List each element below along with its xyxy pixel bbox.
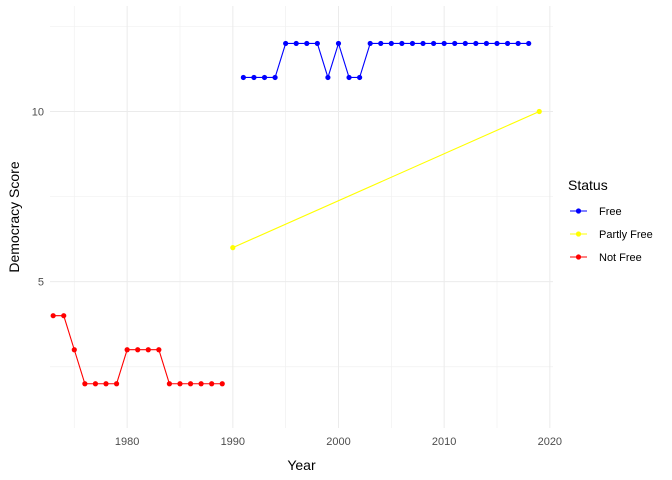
data-point-free [251, 74, 257, 81]
data-point-free [367, 40, 373, 47]
data-point-not-free [71, 347, 77, 353]
legend-label: Free [599, 206, 622, 218]
data-point-not-free [145, 347, 151, 353]
data-point-not-free [187, 381, 194, 387]
series-not-free [50, 313, 225, 387]
data-point-free [483, 40, 490, 47]
data-point-free [261, 74, 268, 81]
series-line-partly-free [232, 110, 540, 249]
x-tick-label: 2020 [538, 436, 562, 448]
data-point-free [304, 40, 310, 47]
data-point-free [526, 40, 532, 47]
series-partly-free [230, 108, 542, 251]
data-point-not-free [219, 381, 225, 387]
data-point-not-free [177, 381, 183, 387]
legend-key-point [575, 231, 582, 237]
data-point-not-free [92, 381, 99, 387]
legend-label: Not Free [599, 252, 642, 264]
data-point-free [335, 40, 342, 47]
data-point-free [504, 40, 511, 47]
data-point-free [357, 74, 363, 81]
legend-item-free: Free [570, 206, 622, 218]
legend-key-point [575, 254, 582, 260]
data-point-free [462, 40, 468, 47]
data-point-free [473, 40, 479, 47]
legend: Status Free Partly Free Not Free [568, 177, 653, 264]
data-point-partly-free [230, 245, 236, 251]
data-point-free [409, 40, 416, 47]
data-point-partly-free [536, 108, 542, 115]
data-point-free [293, 40, 299, 47]
data-point-free [452, 40, 458, 47]
data-point-free [378, 40, 384, 47]
y-axis-ticks: 5 10 [32, 107, 44, 289]
data-point-free [494, 40, 500, 47]
data-point-free [515, 40, 521, 47]
legend-key-point [575, 208, 582, 214]
series-layer [50, 40, 542, 387]
data-point-not-free [103, 381, 109, 387]
data-point-not-free [124, 347, 130, 353]
data-point-free [399, 40, 405, 47]
data-point-not-free [61, 313, 67, 319]
data-point-not-free [209, 381, 215, 387]
legend-item-not-free: Not Free [570, 252, 642, 264]
data-point-not-free [82, 381, 88, 387]
data-point-not-free [166, 381, 173, 387]
data-point-not-free [156, 347, 162, 353]
data-point-free [430, 40, 437, 47]
legend-title: Status [568, 177, 608, 193]
y-axis-title: Democracy Score [6, 161, 22, 272]
x-tick-label: 1990 [221, 436, 245, 448]
x-axis-ticks: 1980 1990 2000 2010 2020 [115, 436, 562, 448]
series-free [240, 40, 532, 81]
data-point-free [346, 74, 352, 81]
x-tick-label: 1980 [115, 436, 139, 448]
data-point-free [325, 74, 331, 81]
data-point-free [388, 40, 394, 47]
x-axis-title: Year [287, 457, 316, 473]
data-point-not-free [50, 313, 56, 319]
y-tick-label: 10 [32, 107, 44, 119]
legend-label: Partly Free [599, 229, 653, 241]
data-point-free [272, 74, 278, 81]
data-point-not-free [113, 381, 120, 387]
x-tick-label: 2010 [432, 436, 456, 448]
data-point-free [314, 40, 320, 47]
y-tick-label: 5 [38, 277, 44, 289]
data-point-free [240, 74, 246, 81]
x-tick-label: 2000 [326, 436, 350, 448]
series-line-free [243, 41, 529, 80]
data-point-free [283, 40, 289, 47]
data-point-free [420, 40, 426, 47]
data-point-not-free [198, 381, 204, 387]
legend-item-partly-free: Partly Free [570, 229, 653, 241]
grid-lines [50, 6, 553, 428]
data-point-not-free [135, 347, 141, 353]
data-point-free [441, 40, 447, 47]
